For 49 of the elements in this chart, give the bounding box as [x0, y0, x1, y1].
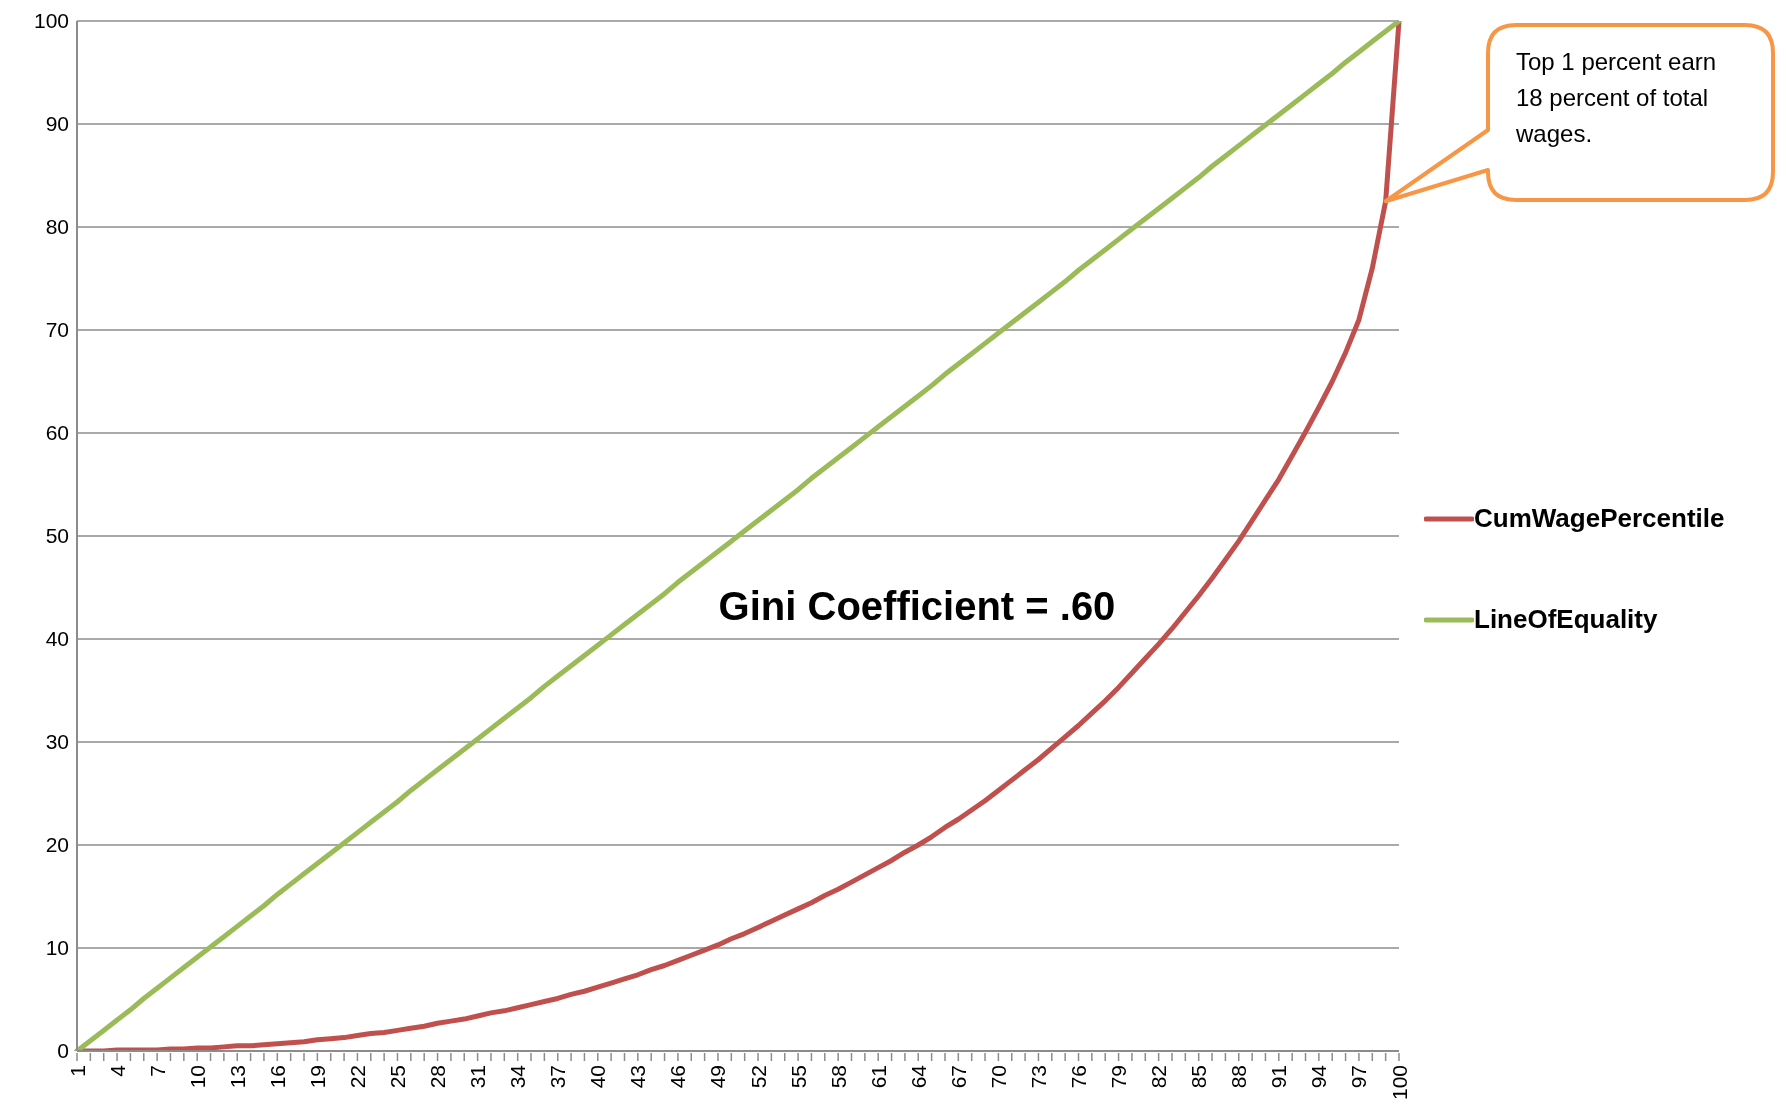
annotation: Gini Coefficient = .60 [718, 584, 1116, 628]
x-tick-label: 46 [666, 1065, 690, 1089]
x-tick-label: 43 [626, 1065, 650, 1089]
x-tick-label: 13 [225, 1065, 249, 1089]
x-tick-label: 10 [185, 1065, 209, 1089]
x-tick-label: 61 [866, 1065, 890, 1089]
y-tick-label: 0 [57, 1039, 69, 1063]
x-tick-label: 28 [426, 1065, 450, 1089]
x-tick-label: 88 [1227, 1065, 1251, 1089]
x-tick-label: 25 [385, 1065, 409, 1089]
x-tick-label: 52 [746, 1065, 770, 1089]
x-tick-label: 70 [986, 1065, 1010, 1089]
x-tick-label: 97 [1347, 1065, 1371, 1089]
x-tick-label: 64 [906, 1064, 930, 1089]
y-tick-label: 30 [45, 730, 69, 754]
x-tick-label: 16 [265, 1065, 289, 1089]
x-tick-label: 100 [1387, 1065, 1411, 1101]
x-tick-label: 4 [105, 1064, 129, 1077]
x-tick-label: 31 [466, 1065, 490, 1089]
y-tick-label: 50 [45, 524, 69, 548]
y-tick-label: 100 [33, 9, 69, 33]
x-tick-label: 76 [1067, 1065, 1091, 1089]
x-tick-label: 1 [65, 1065, 89, 1077]
x-tick-label: 85 [1187, 1065, 1211, 1089]
y-tick-label: 40 [45, 627, 69, 651]
text: Top 1 percent earn 18 percent of total wages. [1515, 48, 1717, 147]
y-tick-label: 20 [45, 833, 69, 857]
y-tick-label: 90 [45, 112, 69, 136]
x-tick-label: 22 [345, 1065, 369, 1089]
x-tick-label: 49 [706, 1065, 730, 1089]
x-tick-label: 91 [1267, 1065, 1291, 1089]
x-tick-label: 40 [586, 1065, 610, 1089]
y-tick-label: 80 [45, 215, 69, 239]
x-tick-label: 7 [145, 1065, 169, 1077]
y-tick-label: 70 [45, 318, 69, 342]
y-tick-label: 60 [45, 421, 69, 445]
x-tick-label: 94 [1307, 1064, 1331, 1089]
legend-label: LineOfEquality [1474, 604, 1658, 635]
legend-label: CumWagePercentile [1474, 503, 1725, 534]
x-tick-label: 55 [786, 1065, 810, 1089]
x-tick-label: 37 [546, 1065, 570, 1089]
y-tick-label: 10 [45, 936, 69, 960]
x-tick-label: 58 [826, 1065, 850, 1089]
x-tick-label: 19 [305, 1065, 329, 1089]
x-tick-label: 73 [1026, 1065, 1050, 1089]
x-tick-label: 82 [1147, 1065, 1171, 1089]
x-tick-label: 34 [506, 1064, 530, 1089]
x-tick-label: 67 [946, 1065, 970, 1089]
x-tick-label: 79 [1107, 1065, 1131, 1089]
